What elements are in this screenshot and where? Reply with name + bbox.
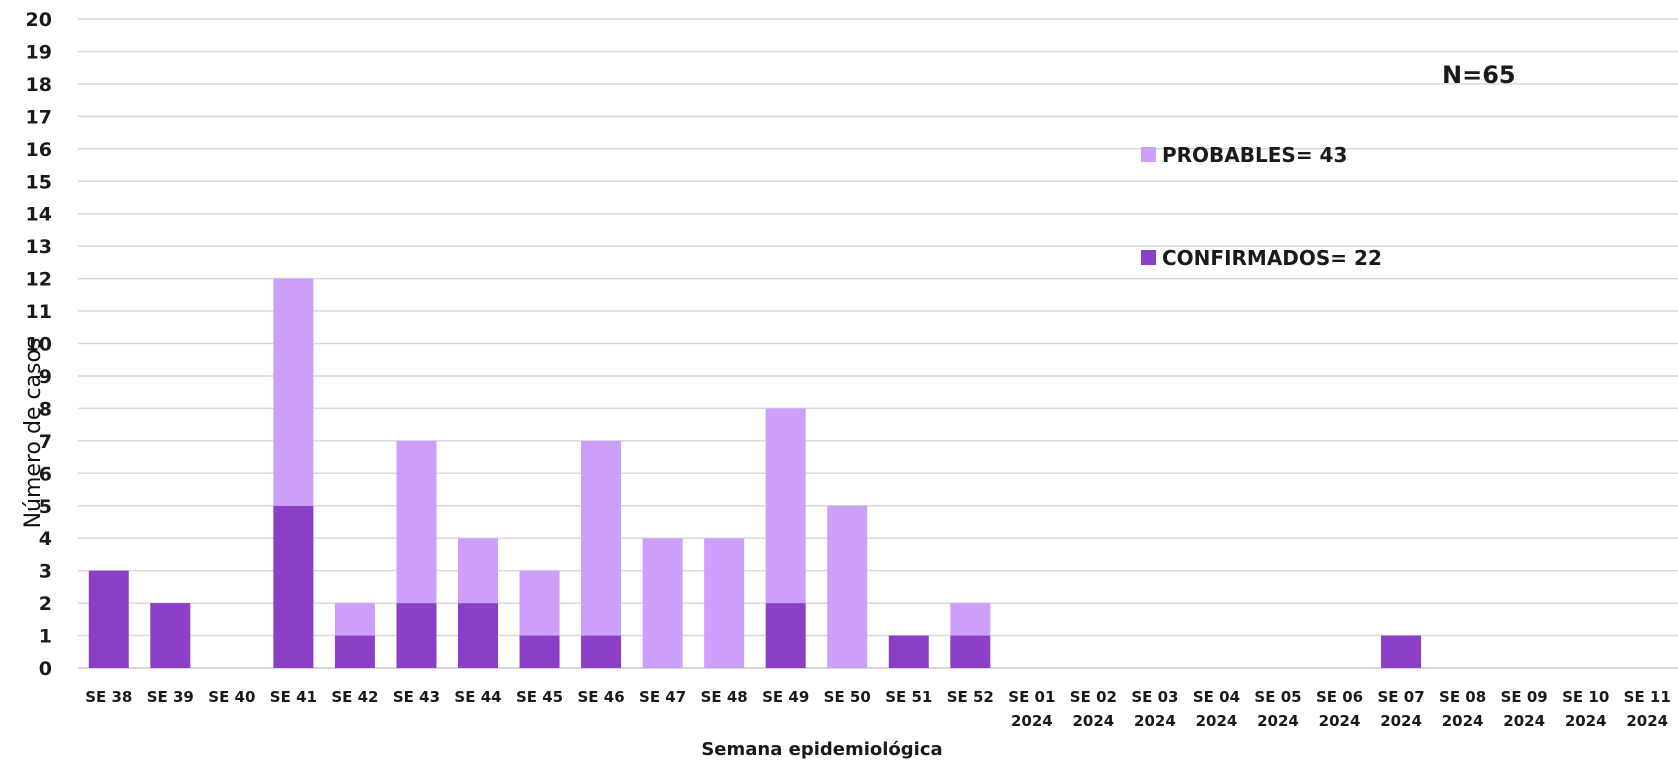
x-tick-label: SE 49 [762, 688, 809, 706]
x-tick-label: SE 45 [516, 688, 563, 706]
bar-segment [519, 570, 560, 636]
x-tick-label: SE 50 [824, 688, 871, 706]
y-tick-label: 5 [39, 496, 52, 518]
y-tick-label: 19 [26, 41, 52, 63]
bar-segment [396, 440, 437, 604]
y-tick-label: 16 [26, 139, 52, 161]
y-tick-label: 3 [39, 561, 52, 583]
bar-segment [273, 278, 314, 506]
y-axis-title: Número de casos [21, 338, 46, 529]
bar-segment [334, 635, 375, 668]
legend-swatch [1141, 250, 1156, 265]
bar-segment [396, 603, 437, 668]
bars [88, 278, 1422, 668]
x-tick-label: SE 03 2024 [1131, 688, 1178, 730]
x-tick-label: SE 44 [454, 688, 501, 706]
y-tick-label: 13 [26, 236, 52, 258]
bar-segment [581, 440, 622, 636]
y-tick-label: 20 [26, 9, 52, 31]
x-tick-label: SE 05 2024 [1254, 688, 1301, 730]
y-tick-label: 18 [26, 74, 52, 96]
y-tick-label: 7 [39, 431, 52, 453]
x-tick-label: SE 42 [331, 688, 378, 706]
x-tick-label: SE 10 2024 [1562, 688, 1609, 730]
bar-segment [642, 538, 683, 668]
bar-segment [581, 635, 622, 668]
y-tick-label: 11 [26, 301, 52, 323]
bar-segment [827, 505, 868, 668]
x-axis-title: Semana epidemiológica [701, 739, 942, 760]
bar-segment [458, 603, 498, 668]
x-tick-label: SE 48 [701, 688, 748, 706]
y-tick-label: 1 [39, 626, 52, 648]
y-tick-label: 4 [39, 528, 52, 550]
legend-swatch [1141, 147, 1156, 162]
x-tick-label: SE 52 [947, 688, 994, 706]
x-tick-label: SE 51 [885, 688, 932, 706]
bar-segment [150, 603, 191, 668]
x-tick-label: SE 06 2024 [1316, 688, 1363, 730]
x-tick-label: SE 46 [577, 688, 624, 706]
bar-segment [765, 408, 806, 604]
x-tick-label: SE 09 2024 [1501, 688, 1548, 730]
bar-segment [950, 635, 991, 668]
y-tick-label: 8 [39, 398, 52, 420]
x-tick-label: SE 47 [639, 688, 686, 706]
legend-label: CONFIRMADOS= 22 [1162, 246, 1382, 270]
bar-segment [765, 603, 806, 668]
x-tick-label: SE 43 [393, 688, 440, 706]
bar-segment [334, 603, 375, 636]
bar-segment [1381, 635, 1422, 668]
bar-segment [704, 538, 745, 668]
bar-segment [888, 635, 929, 668]
y-tick-label: 12 [26, 269, 52, 291]
y-tick-label: 14 [26, 204, 52, 226]
x-tick-label: SE 01 2024 [1008, 688, 1055, 730]
x-tick-label: SE 02 2024 [1070, 688, 1117, 730]
legend: PROBABLES= 43 CONFIRMADOS= 22 [1141, 143, 1382, 270]
y-tick-label: 17 [26, 106, 52, 128]
grid-lines [78, 18, 1678, 669]
total-annotation: N=65 [1442, 61, 1516, 89]
x-tick-label: SE 40 [208, 688, 255, 706]
y-tick-label: 2 [39, 593, 52, 615]
y-tick-label: 0 [39, 658, 52, 680]
x-tick-labels: SE 38 SE 39 SE 40 SE 41 SE 42 SE 43 SE 44 SE 45… [85, 688, 1671, 730]
bar-segment [458, 538, 498, 604]
bar-segment [88, 570, 129, 668]
y-tick-label: 15 [26, 171, 52, 193]
x-tick-label: SE 07 2024 [1377, 688, 1424, 730]
x-tick-label: SE 11 2024 [1624, 688, 1671, 730]
x-tick-label: SE 38 [85, 688, 132, 706]
bar-segment [273, 505, 314, 668]
y-tick-label: 9 [39, 366, 52, 388]
x-tick-label: SE 41 [270, 688, 317, 706]
legend-label: PROBABLES= 43 [1162, 143, 1347, 167]
x-tick-label: SE 08 2024 [1439, 688, 1486, 730]
bar-segment [519, 635, 560, 668]
x-tick-label: SE 39 [147, 688, 194, 706]
bar-segment [950, 603, 991, 636]
y-tick-label: 6 [39, 463, 52, 485]
x-tick-label: SE 04 2024 [1193, 688, 1240, 730]
y-tick-label: 10 [26, 334, 52, 356]
